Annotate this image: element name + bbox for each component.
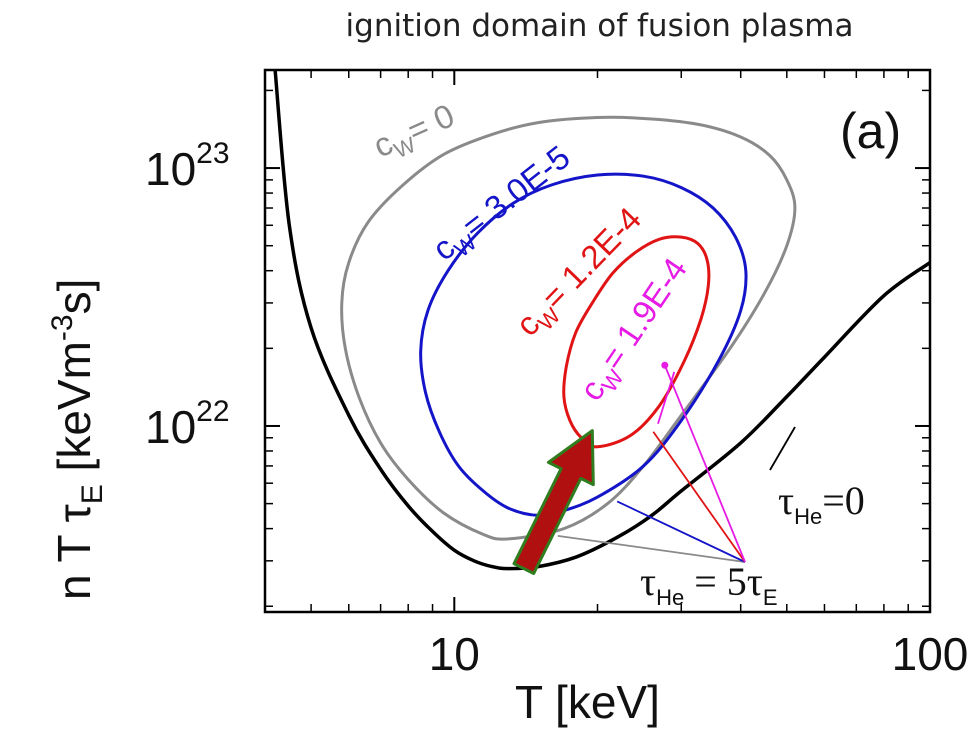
pointer-cw-1-9e-4-inner: [657, 371, 676, 425]
x-tick-label: 10: [429, 628, 480, 680]
series-c-w-3-0e-5-curve: [419, 172, 748, 517]
pointer-cw-3e-5: [616, 500, 746, 563]
plot-frame: [263, 68, 932, 614]
pointer-cw-0: [557, 534, 746, 563]
y-axis-label-base: n T τ: [48, 504, 100, 600]
axis-ticks: 10 100 1022 1023: [145, 70, 968, 680]
label-cw-0: cW= 0: [368, 96, 462, 169]
x-axis-label: T [keV]: [515, 676, 660, 728]
pointer-tau-he-0: [769, 426, 796, 471]
panel-label: (a): [840, 103, 901, 159]
pointer-cw-1-2e-4: [652, 431, 746, 563]
y-axis-label-unit-sup: -3: [46, 314, 79, 341]
y-axis-label-unit-end: s]: [48, 279, 100, 315]
y-tick-label: 1022: [145, 395, 230, 453]
series-tau-he-0-curve: [273, 70, 930, 571]
pointer-cw-1-9e-4: [663, 364, 746, 563]
direction-arrow: [512, 429, 595, 575]
y-axis-label: n T τE [keVm-3s]: [46, 279, 109, 600]
direction-arrow-shape: [512, 429, 595, 575]
svg-text:n T τE [keVm-3s]: n T τE [keVm-3s]: [46, 279, 109, 600]
y-axis-label-base-sub: E: [76, 484, 109, 504]
curves-layer: [273, 70, 930, 571]
svg-text:cW= 0: cW= 0: [368, 96, 462, 169]
series-c-w-1-2e-4-curve: [562, 235, 711, 449]
y-axis-label-unit: [keVm: [48, 341, 100, 484]
x-tick-label: 100: [892, 628, 969, 680]
annotation-tau-he-0: τHe=0: [778, 478, 865, 529]
label-cw-3e-5: cW= 3.0E-5: [426, 138, 581, 272]
y-tick-label: 1023: [145, 137, 230, 195]
svg-text:cW= 3.0E-5: cW= 3.0E-5: [426, 138, 581, 272]
annotation-pointers: [557, 364, 796, 563]
chart-title: ignition domain of fusion plasma: [345, 8, 854, 44]
annotation-tau-he-5: τHe = 5τE: [640, 559, 778, 610]
